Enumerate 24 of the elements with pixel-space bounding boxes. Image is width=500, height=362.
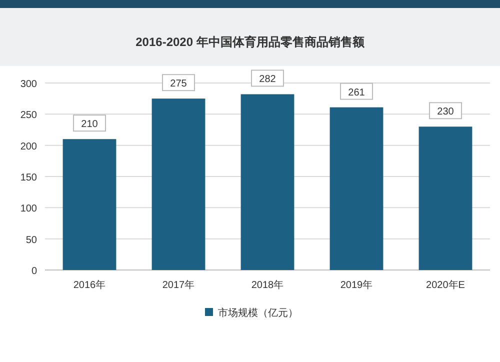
x-tick-label: 2016年 — [73, 279, 106, 291]
bar — [418, 126, 472, 270]
y-tick-label: 300 — [20, 79, 38, 90]
bar — [152, 98, 206, 270]
data-label: 261 — [348, 87, 366, 98]
x-tick-label: 2018年 — [251, 279, 284, 291]
x-tick-label: 2019年 — [340, 279, 373, 291]
data-label: 275 — [170, 78, 188, 90]
chart-title: 2016-2020 年中国体育用品零售商品销售额 — [136, 35, 366, 49]
y-tick-label: 0 — [31, 266, 38, 277]
legend-label: 市场规模（亿元） — [218, 307, 298, 319]
y-tick-label: 100 — [20, 204, 38, 215]
data-label: 210 — [81, 119, 98, 130]
y-tick-label: 50 — [26, 234, 38, 246]
y-tick-label: 150 — [20, 172, 38, 184]
data-label: 282 — [259, 74, 276, 86]
y-tick-label: 250 — [20, 110, 38, 122]
bar — [330, 107, 384, 270]
bar — [62, 139, 116, 270]
x-tick-label: 2020年E — [426, 279, 466, 291]
bar — [240, 94, 294, 270]
data-label: 230 — [437, 106, 454, 118]
y-tick-label: 200 — [20, 141, 38, 152]
x-tick-label: 2017年 — [162, 279, 195, 291]
